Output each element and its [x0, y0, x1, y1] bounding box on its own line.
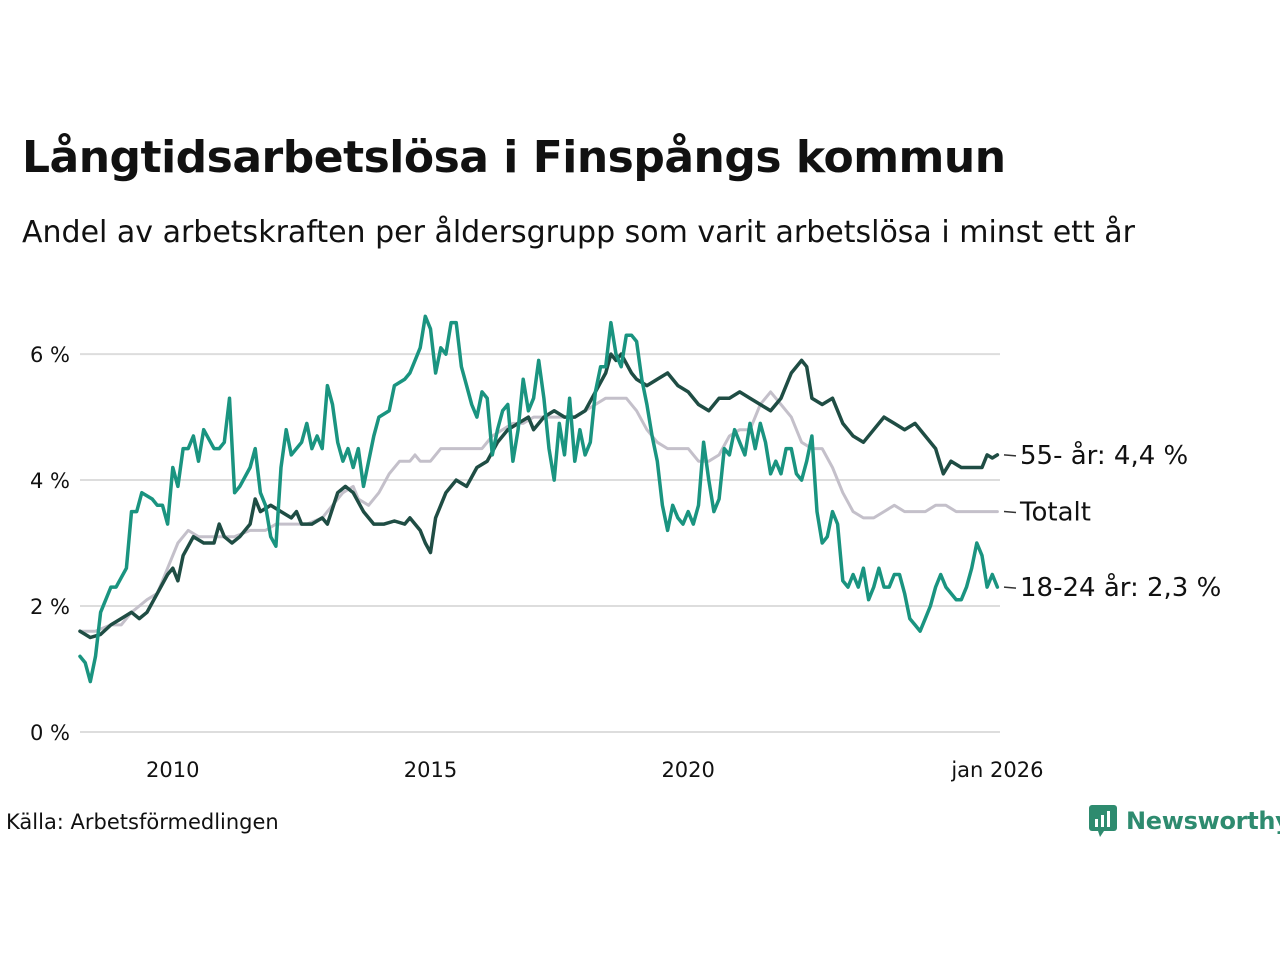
x-tick-label: 2010 — [146, 758, 199, 782]
x-axis-ticks: 2010 2015 2020 jan 2026 — [146, 758, 1043, 782]
series-lines — [78, 314, 1000, 684]
brand-name[interactable]: Newsworthy — [1126, 807, 1280, 835]
brand-logo[interactable]: Newsworthy — [1088, 804, 1280, 838]
y-tick-label: 4 % — [30, 469, 70, 493]
x-tick-label: 2015 — [404, 758, 457, 782]
x-tick-label: jan 2026 — [950, 758, 1043, 782]
end-label-leader — [1003, 510, 1017, 514]
series-line-18-24-r — [78, 314, 1000, 684]
series-end-labels: Totalt 55- år: 4,4 % 18-24 år: 2,3 % — [1003, 440, 1221, 603]
series-line-55-r — [78, 352, 1000, 640]
y-tick-label: 2 % — [30, 595, 70, 619]
series-end-label: 55- år: 4,4 % — [1020, 440, 1188, 471]
series-end-label: Totalt — [1019, 498, 1091, 528]
chart-title: Långtidsarbetslösa i Finspångs kommun — [22, 132, 1006, 183]
grid-lines — [80, 353, 1000, 733]
chart-subtitle: Andel av arbetskraften per åldersgrupp s… — [22, 215, 1135, 250]
end-label-leader — [1003, 454, 1017, 457]
source-note: Källa: Arbetsförmedlingen — [6, 810, 279, 834]
end-label-leader — [1003, 586, 1017, 589]
y-axis-ticks: 0 % 2 % 4 % 6 % — [30, 343, 70, 745]
y-tick-label: 6 % — [30, 343, 70, 367]
y-tick-label: 0 % — [30, 721, 70, 745]
x-tick-label: 2020 — [661, 758, 714, 782]
series-line-totalt — [78, 390, 999, 633]
newsworthy-logo-icon — [1089, 805, 1117, 837]
series-end-label: 18-24 år: 2,3 % — [1020, 572, 1221, 603]
